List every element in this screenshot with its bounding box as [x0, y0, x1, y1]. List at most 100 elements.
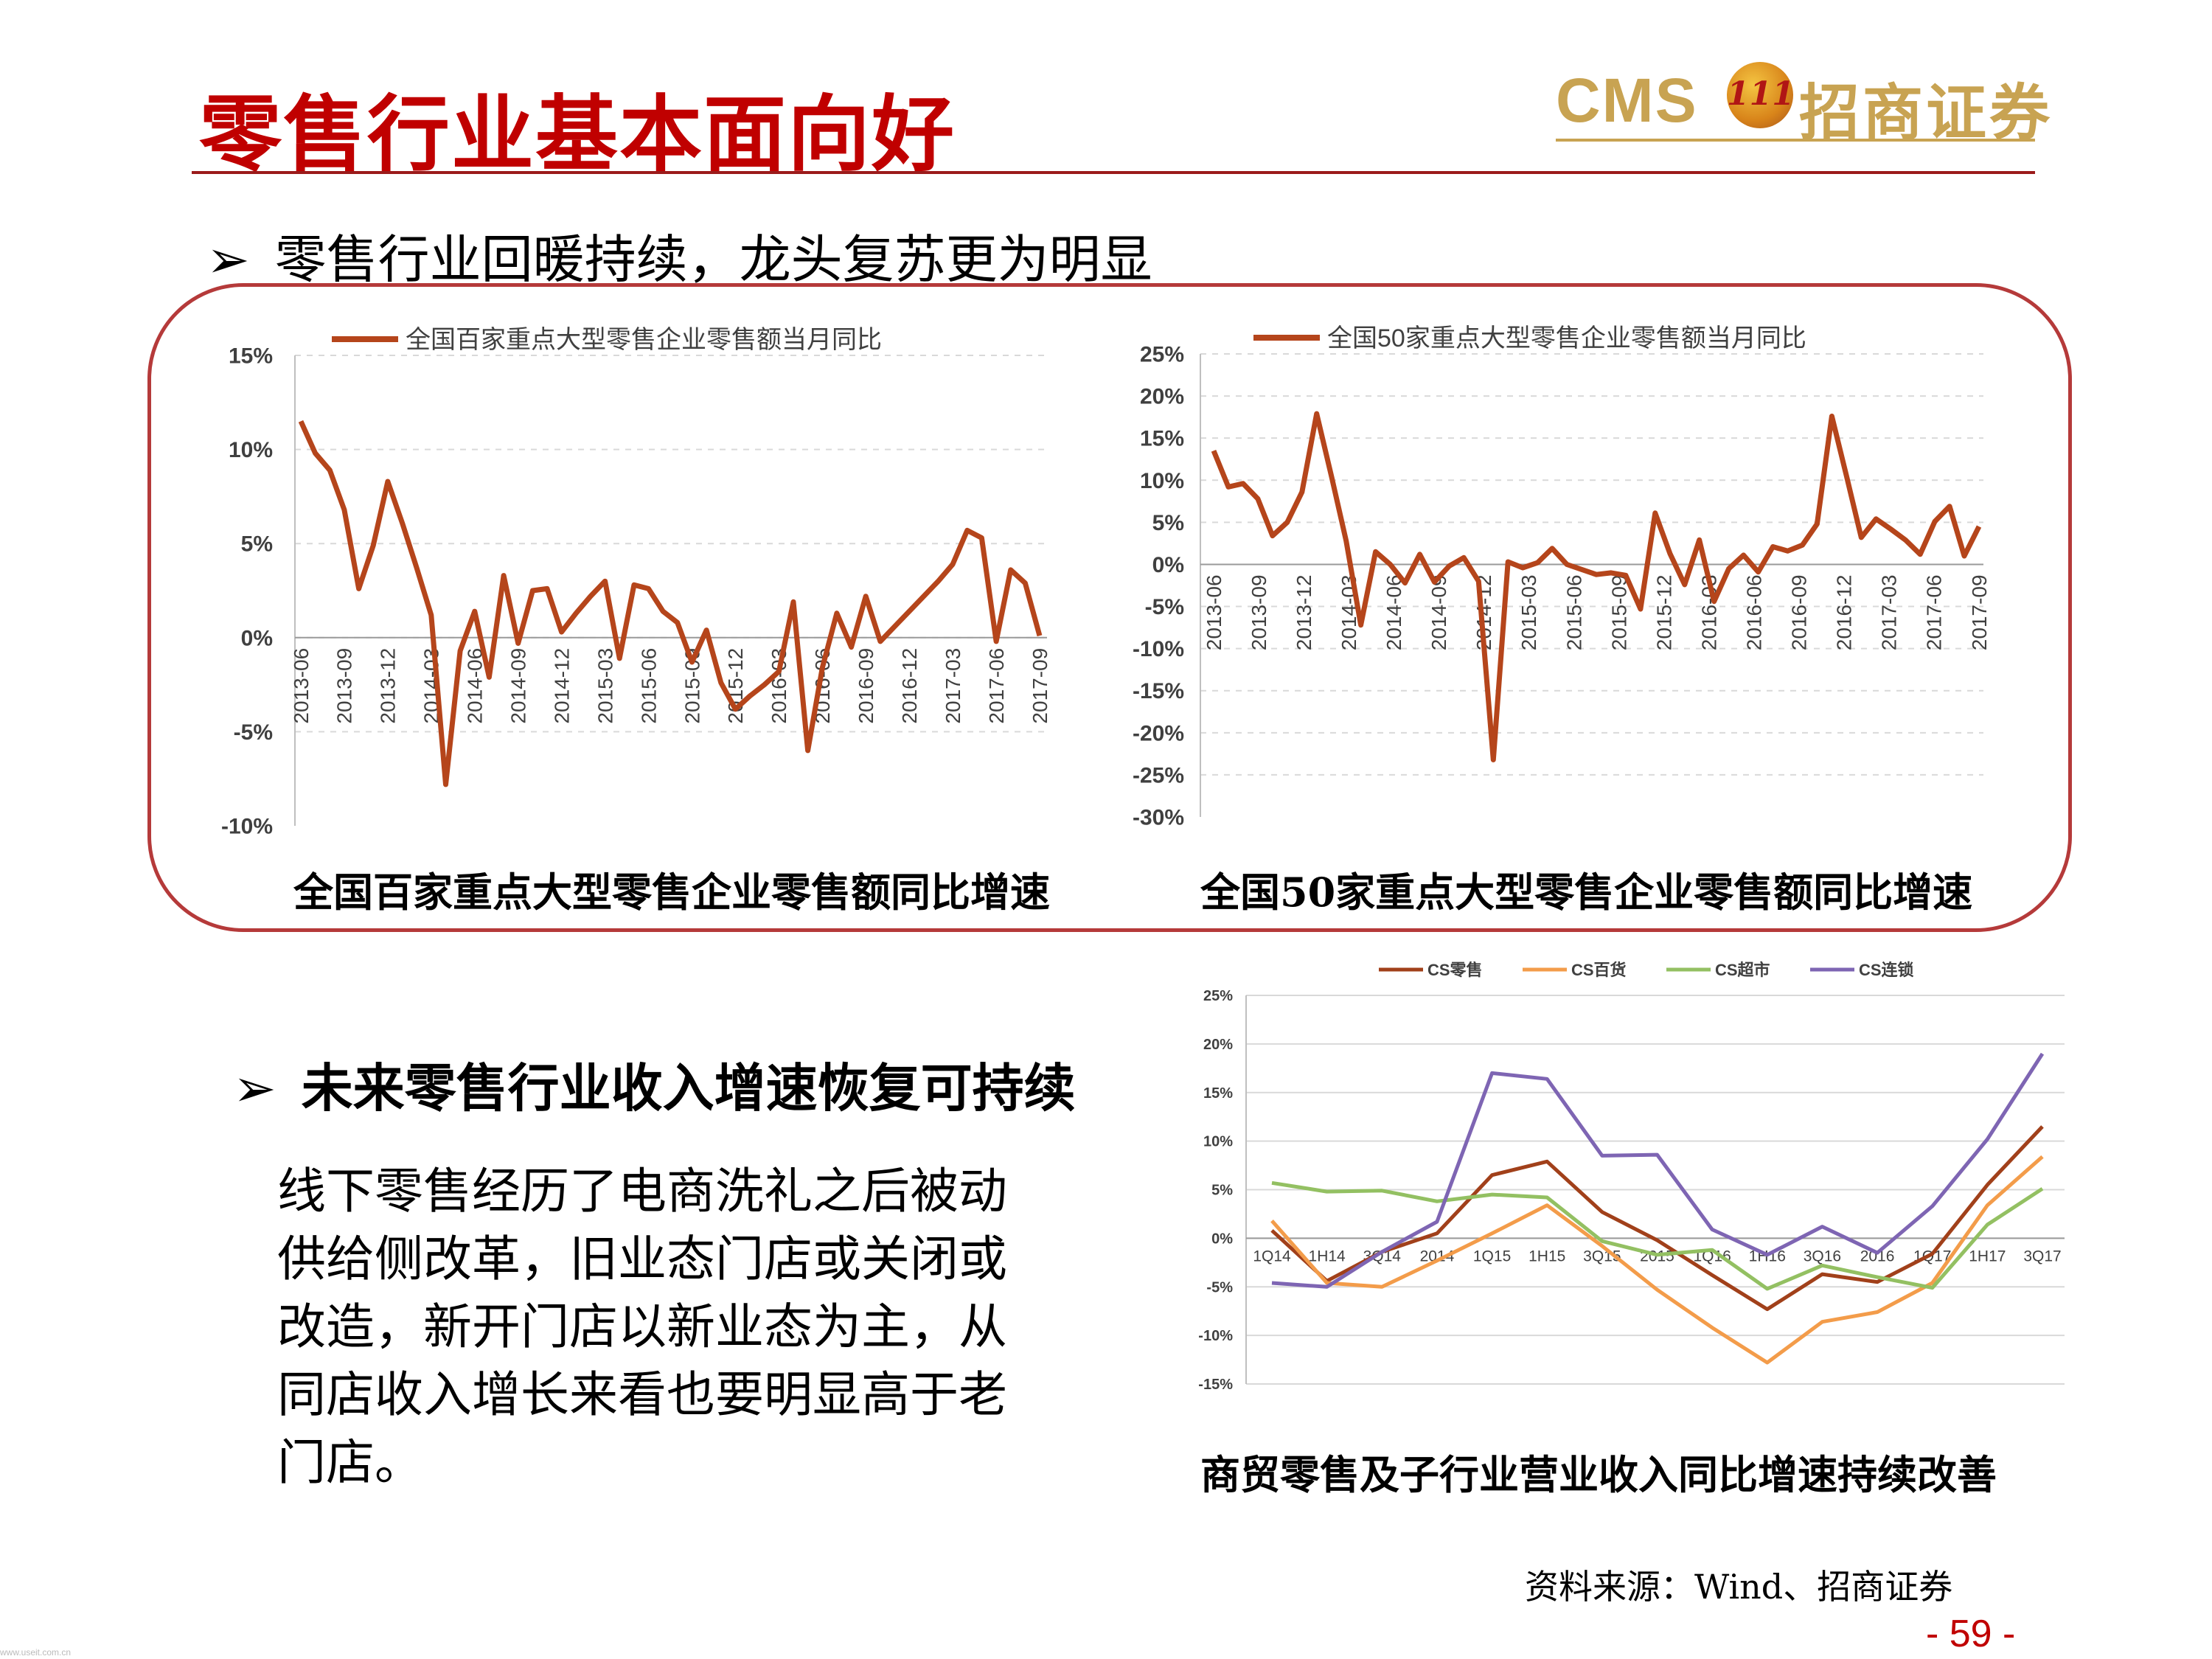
c2-x-tick-label: 2015-09 — [1607, 574, 1630, 650]
chart-3-y-ticks: 25% 20% 15% 10% 5% 0% -5% -10% -15% — [1198, 988, 1233, 1393]
c2-y-tick-label: 20% — [1140, 385, 1184, 409]
c3-y-tick-label: -5% — [1206, 1279, 1233, 1295]
c1-x-tick-label: 2016-12 — [898, 648, 921, 724]
charts-frame — [147, 283, 2072, 932]
c3-x-tick-label: 3Q17 — [2023, 1248, 2061, 1265]
c2-y-tick-label: 10% — [1140, 469, 1184, 493]
bullet-1-text: 零售行业回暖持续，龙头复苏更为明显 — [274, 229, 1152, 290]
c3-y-tick-label: -10% — [1198, 1328, 1233, 1344]
c2-x-tick-label: 2013-09 — [1248, 574, 1270, 650]
c2-y-tick-label: -20% — [1133, 721, 1184, 745]
c2-x-tick-label: 2016-12 — [1833, 574, 1856, 650]
c3-legend-label: CS超市 — [1715, 961, 1770, 979]
paragraph-line: 门店。 — [277, 1434, 423, 1491]
c3-y-tick-label: 25% — [1203, 988, 1233, 1004]
c3-y-tick-label: 20% — [1203, 1037, 1233, 1053]
c1-x-tick-label: 2017-03 — [942, 648, 964, 724]
logo-badge-text: 111 — [1727, 75, 1795, 113]
bullet-arrow-icon: ➢ — [233, 1058, 276, 1119]
c1-x-tick-label: 2014-12 — [550, 648, 573, 724]
logo-badge-icon: 111 — [1727, 62, 1795, 128]
c1-y-tick-label: -10% — [221, 815, 273, 839]
logo-cms-text: CMS — [1556, 66, 1698, 135]
c3-legend-label: CS零售 — [1427, 961, 1483, 979]
c3-x-tick-label: 1Q15 — [1473, 1248, 1511, 1265]
c1-series-line — [298, 420, 1043, 787]
logo-underline — [1556, 139, 2035, 142]
c2-y-tick-label: 25% — [1140, 343, 1184, 367]
c1-x-tick-label: 2016-09 — [855, 648, 877, 724]
bullet-2-text: 未来零售行业收入增速恢复可持续 — [301, 1057, 1076, 1119]
c2-x-tick-label: 2015-12 — [1652, 574, 1675, 650]
c1-x-tick-label: 2013-09 — [333, 648, 356, 724]
c2-x-tick-label: 2014-06 — [1382, 574, 1405, 650]
paragraph-line: 线下零售经历了电商洗礼之后被动 — [277, 1163, 1007, 1220]
c2-x-tick-label: 2016-09 — [1788, 574, 1811, 650]
c1-y-tick-label: -5% — [234, 720, 273, 745]
c1-x-tick-label: 2015-12 — [724, 648, 747, 724]
c3-series-line — [1271, 1052, 2045, 1289]
c3-y-tick-label: 5% — [1211, 1183, 1233, 1199]
c3-series-line — [1271, 1180, 2044, 1291]
chart-1-axes — [294, 355, 1047, 826]
c1-y-tick-label: 5% — [241, 532, 273, 557]
c1-x-tick-label: 2013-06 — [290, 648, 313, 724]
chart-2-series — [1211, 411, 1982, 762]
c3-legend-label: CS连锁 — [1859, 961, 1914, 979]
chart-3-caption: 商贸零售及子行业营业收入同比增速持续改善 — [1200, 1451, 1997, 1498]
c1-x-tick-label: 2017-09 — [1029, 648, 1051, 724]
c3-series-line — [1270, 1155, 2044, 1365]
c1-legend-label: 全国百家重点大型零售企业零售额当月同比 — [406, 326, 882, 354]
body-paragraph: 线下零售经历了电商洗礼之后被动 供给侧改革，旧业态门店或关闭或 改造，新开门店以… — [277, 1158, 1147, 1497]
paragraph-line: 同店收入增长来看也要明显高于老 — [277, 1366, 1007, 1423]
page-title: 零售行业基本面向好 — [199, 87, 956, 183]
watermark: www.useit.com.cn — [0, 1647, 72, 1658]
c3-y-tick-label: -15% — [1198, 1377, 1233, 1393]
chart-1-series — [298, 420, 1043, 787]
chart-1-caption: 全国百家重点大型零售企业零售额同比增速 — [293, 869, 1050, 916]
chart-3-legend: CS零售 CS百货 CS超市 CS连锁 — [1379, 961, 1914, 979]
c2-y-tick-label: -25% — [1133, 763, 1184, 787]
c1-y-tick-label: 10% — [229, 438, 273, 462]
c1-y-tick-label: 15% — [229, 344, 273, 369]
c2-legend-label: 全国50家重点大型零售企业零售额当月同比 — [1327, 324, 1806, 352]
paragraph-line: 供给侧改革，旧业态门店或关闭或 — [277, 1231, 1007, 1287]
c1-x-tick-label: 2015-06 — [637, 648, 660, 724]
c2-y-tick-label: 15% — [1140, 427, 1184, 451]
chart-1-x-ticks: 2013-06 2013-09 2013-12 2014-03 2014-06 2014-… — [290, 648, 1051, 724]
c2-x-tick-label: 2013-06 — [1203, 574, 1225, 650]
c1-x-tick-label: 2014-06 — [464, 648, 487, 724]
chart-2-axes — [1200, 354, 1983, 817]
c3-x-tick-label: 1H17 — [1969, 1248, 2006, 1265]
c2-y-tick-label: 0% — [1152, 553, 1184, 577]
chart-2-y-ticks: 25% 20% 15% 10% 5% 0% -5% -10% -15% -20% -25% -30% — [1133, 343, 1184, 830]
source-note: 资料来源：Wind、招商证券 — [1525, 1567, 1953, 1607]
c2-x-tick-label: 2017-06 — [1923, 574, 1946, 650]
c3-y-tick-label: 15% — [1203, 1085, 1233, 1102]
c2-x-tick-label: 2017-03 — [1878, 574, 1901, 650]
c3-x-tick-label: 1Q14 — [1253, 1248, 1291, 1265]
c1-x-tick-label: 2014-09 — [507, 648, 530, 724]
c2-y-tick-label: -15% — [1133, 679, 1184, 703]
c2-x-tick-label: 2016-06 — [1743, 574, 1766, 650]
bullet-arrow-icon: ➢ — [206, 229, 250, 290]
c1-x-tick-label: 2017-06 — [985, 648, 1008, 724]
chart-1-y-ticks: 15% 10% 5% 0% -5% -10% — [221, 344, 273, 839]
chart-3-series — [1270, 1052, 2045, 1365]
c3-y-tick-label: 0% — [1211, 1231, 1233, 1247]
c3-legend-label: CS百货 — [1571, 961, 1627, 979]
chart-2-caption: 全国50家重点大型零售企业零售额同比增速 — [1200, 869, 1973, 916]
title-divider — [192, 171, 2035, 174]
c3-x-tick-label: 2014 — [1420, 1248, 1455, 1265]
chart-2-legend: 全国50家重点大型零售企业零售额当月同比 — [1253, 324, 1806, 352]
c2-y-tick-label: 5% — [1152, 511, 1184, 535]
c2-x-tick-label: 2015-06 — [1562, 574, 1585, 650]
cms-logo: CMS 111 招商证券 — [1556, 59, 2050, 148]
c1-x-tick-label: 2015-03 — [594, 648, 616, 724]
c2-series-line — [1211, 411, 1982, 762]
c3-x-tick-label: 1H14 — [1309, 1248, 1346, 1265]
c3-y-tick-label: 10% — [1203, 1134, 1233, 1150]
chart-3: 1Q14 1H14 3Q14 2014 1Q15 1H15 3Q15 2015 1Q16 1H16… — [1198, 961, 2065, 1393]
c3-x-tick-label: 3Q14 — [1363, 1248, 1402, 1265]
c2-x-tick-label: 2013-12 — [1293, 574, 1315, 650]
